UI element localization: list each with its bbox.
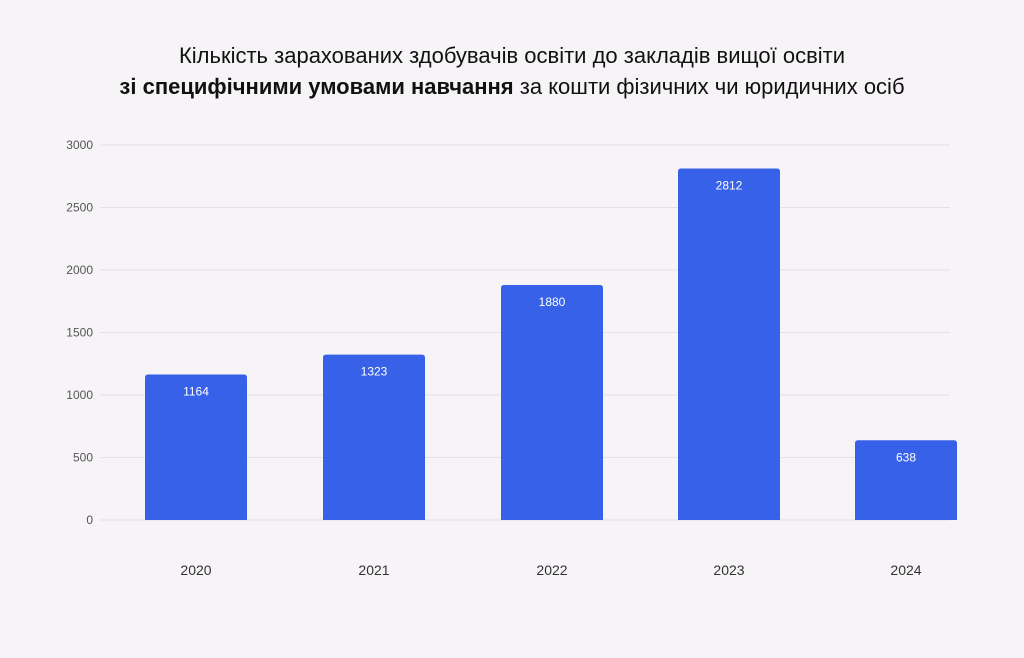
chart-title-line-2-rest: за кошти фізичних чи юридичних осіб xyxy=(513,74,905,99)
bars: 1164 1323 1880 2812 638 xyxy=(145,168,957,520)
bar-2022 xyxy=(501,285,603,520)
bar-value-label: 1880 xyxy=(539,295,566,309)
x-category-label: 2021 xyxy=(358,562,389,578)
bar-2023 xyxy=(678,168,780,520)
x-axis-labels: 2020 2021 2022 2023 2024 xyxy=(180,562,921,578)
chart-title-emphasis: зі специфічними умовами навчання xyxy=(119,74,514,99)
x-category-label: 2024 xyxy=(890,562,921,578)
x-category-label: 2022 xyxy=(536,562,567,578)
chart-title-line-2: зі специфічними умовами навчання за кошт… xyxy=(0,71,1024,102)
y-tick-label: 2000 xyxy=(66,263,93,277)
y-tick-label: 2500 xyxy=(66,201,93,215)
bar-value-label: 1164 xyxy=(183,385,209,399)
y-tick-label: 500 xyxy=(73,451,93,465)
chart-title-line-1: Кількість зарахованих здобувачів освіти … xyxy=(178,43,846,68)
bar-value-label: 1323 xyxy=(361,365,388,379)
chart-title: Кількість зарахованих здобувачів освіти … xyxy=(0,40,1024,102)
bar-2024 xyxy=(855,440,957,520)
bar-2020 xyxy=(145,374,247,520)
bar-value-label: 2812 xyxy=(716,179,743,193)
bar-value-label: 638 xyxy=(896,450,916,464)
y-axis-ticks: 0 500 1000 1500 2000 2500 3000 xyxy=(66,138,93,527)
x-category-label: 2020 xyxy=(180,562,211,578)
y-tick-label: 3000 xyxy=(66,138,93,152)
y-tick-label: 0 xyxy=(86,513,93,527)
bar-2021 xyxy=(323,354,425,520)
y-tick-label: 1500 xyxy=(66,326,93,340)
x-category-label: 2023 xyxy=(713,562,744,578)
y-tick-label: 1000 xyxy=(66,388,93,402)
